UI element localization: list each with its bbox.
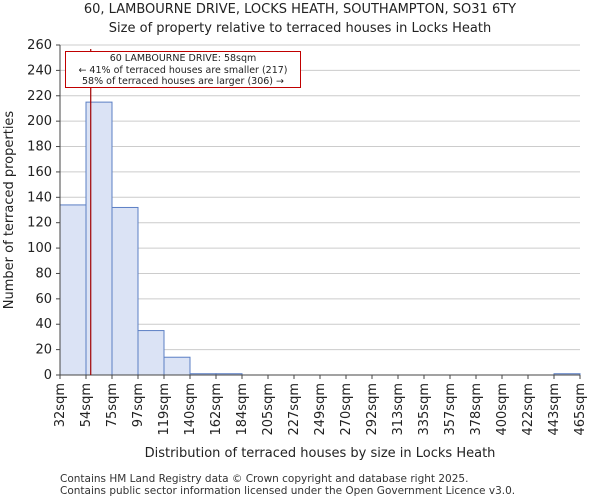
y-tick-label: 240 — [27, 63, 52, 78]
histogram-bar — [111, 206, 139, 376]
y-tick-label: 200 — [27, 114, 52, 129]
annotation-line3: 58% of terraced houses are larger (306) … — [82, 76, 284, 87]
y-tick-label: 120 — [27, 216, 52, 231]
x-tick-label: 32sqm — [53, 383, 68, 427]
x-tick-label: 75sqm — [105, 383, 120, 427]
x-tick-label: 97sqm — [131, 383, 146, 427]
y-axis-label: Number of terraced properties — [2, 111, 17, 310]
x-tick-label: 270sqm — [339, 383, 354, 436]
y-tick-label: 220 — [27, 89, 52, 104]
x-tick-label: 378sqm — [469, 383, 484, 436]
y-tick-label: 60 — [35, 292, 52, 307]
x-tick-label: 313sqm — [391, 383, 406, 436]
histogram-bar — [163, 356, 191, 376]
annotation-line1: 60 LAMBOURNE DRIVE: 58sqm — [109, 53, 257, 64]
x-tick-label: 140sqm — [183, 383, 198, 436]
footer-line2: Contains public sector information licen… — [60, 485, 516, 497]
x-tick-label: 205sqm — [261, 383, 276, 436]
x-tick-label: 443sqm — [547, 383, 562, 436]
histogram-bar — [137, 330, 165, 376]
chart-title-line1: 60, LAMBOURNE DRIVE, LOCKS HEATH, SOUTHA… — [83, 2, 517, 17]
y-tick-label: 260 — [27, 38, 52, 53]
y-tick-label: 0 — [44, 368, 52, 383]
y-tick-label: 140 — [27, 190, 52, 205]
x-tick-label: 422sqm — [521, 383, 536, 436]
x-tick-label: 54sqm — [79, 383, 94, 427]
y-tick-label: 160 — [27, 165, 52, 180]
x-tick-label: 357sqm — [443, 383, 458, 436]
histogram-bar — [59, 204, 87, 376]
x-axis-label: Distribution of terraced houses by size … — [145, 446, 496, 461]
x-tick-label: 400sqm — [495, 383, 510, 436]
x-tick-label: 292sqm — [365, 383, 380, 436]
y-tick-label: 20 — [35, 343, 52, 358]
footer-line1: Contains HM Land Registry data © Crown c… — [60, 473, 469, 485]
x-tick-label: 335sqm — [417, 383, 432, 436]
x-tick-label: 227sqm — [287, 383, 302, 436]
x-tick-label: 465sqm — [573, 383, 588, 436]
chart-title-line2: Size of property relative to terraced ho… — [108, 21, 492, 36]
x-tick-label: 249sqm — [313, 383, 328, 436]
x-tick-label: 162sqm — [209, 383, 224, 436]
annotation-line2: ← 41% of terraced houses are smaller (21… — [78, 64, 288, 76]
y-tick-label: 180 — [27, 140, 52, 155]
x-tick-label: 184sqm — [235, 383, 250, 436]
histogram-bar — [85, 101, 113, 376]
y-tick-label: 40 — [35, 317, 52, 332]
annotation-box: 60 LAMBOURNE DRIVE: 58sqm ← 41% of terra… — [65, 51, 301, 88]
y-tick-label: 80 — [35, 266, 52, 281]
y-tick-label: 100 — [27, 241, 52, 256]
x-tick-label: 119sqm — [157, 383, 172, 436]
